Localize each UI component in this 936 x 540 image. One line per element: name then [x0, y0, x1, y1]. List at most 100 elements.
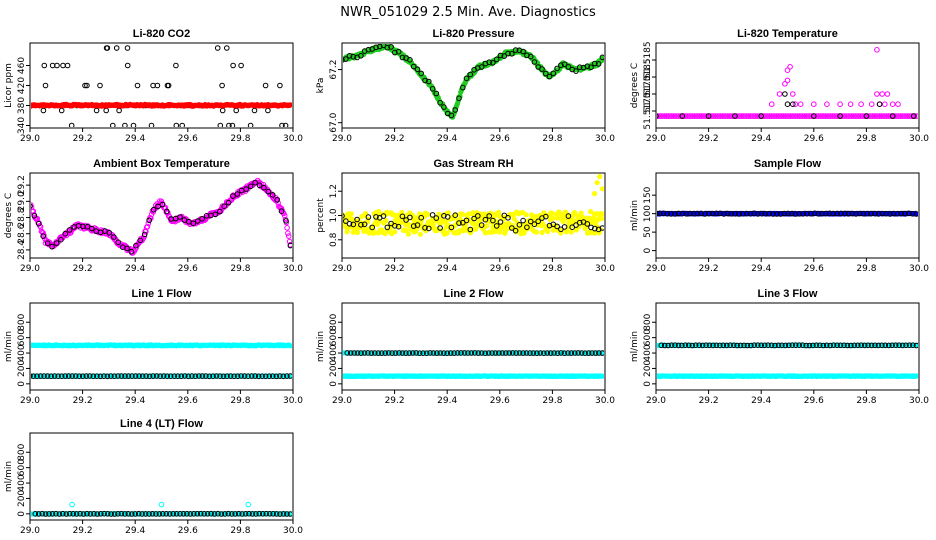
- data-point: [346, 53, 353, 59]
- data-point: [407, 57, 413, 63]
- data-point: [82, 82, 88, 89]
- x-tick-label: 29.2: [699, 134, 719, 144]
- data-point: [173, 122, 180, 127]
- data-point: [903, 113, 909, 119]
- data-point: [283, 218, 289, 224]
- data-point: [146, 217, 152, 224]
- data-point: [199, 216, 205, 222]
- x-tick-label: 29.0: [332, 396, 352, 406]
- x-tick-label: 29.4: [437, 134, 457, 144]
- data-point: [858, 342, 865, 349]
- data-point: [405, 231, 412, 237]
- data-point: [389, 350, 395, 356]
- data-point: [343, 213, 345, 219]
- data-point: [883, 113, 890, 119]
- data-point: [395, 48, 402, 55]
- data-point: [84, 82, 90, 89]
- data-point: [585, 350, 592, 356]
- data-point: [36, 220, 42, 227]
- data-point: [779, 113, 785, 119]
- series-black: [657, 91, 917, 119]
- data-point: [858, 101, 864, 107]
- data-point: [882, 101, 888, 107]
- data-point: [280, 373, 287, 380]
- data-point: [87, 373, 93, 379]
- data-point: [516, 47, 523, 54]
- data-point: [224, 45, 230, 51]
- data-point: [837, 342, 844, 349]
- data-point: [354, 229, 361, 235]
- data-point: [781, 210, 788, 217]
- data-point: [682, 342, 689, 349]
- data-point: [90, 373, 97, 380]
- y-axis-label: kPa: [316, 78, 326, 94]
- x-tick-label: 29.4: [125, 526, 145, 536]
- data-point: [872, 342, 878, 349]
- x-tick-label: 29.0: [20, 264, 40, 274]
- data-point: [681, 113, 687, 119]
- data-point: [251, 107, 258, 114]
- data-point: [403, 227, 409, 233]
- x-tick-label: 29.2: [73, 264, 93, 274]
- data-point: [185, 373, 192, 380]
- data-point: [263, 510, 270, 517]
- data-point: [785, 210, 791, 217]
- data-point: [727, 342, 734, 349]
- data-point: [233, 107, 239, 114]
- data-point: [782, 342, 789, 349]
- x-tick-label: 29.8: [230, 264, 250, 274]
- data-point: [827, 342, 834, 349]
- data-point: [270, 373, 276, 380]
- data-point: [149, 511, 156, 517]
- data-point: [834, 210, 840, 217]
- data-point: [549, 210, 555, 216]
- y-tick-label: 600: [643, 329, 653, 346]
- data-point: [248, 373, 255, 379]
- data-point: [91, 511, 97, 517]
- y-tick-label: 420: [17, 77, 27, 94]
- data-point: [857, 113, 864, 119]
- data-point: [53, 510, 59, 517]
- data-point: [706, 210, 712, 217]
- data-point: [478, 350, 485, 356]
- data-point: [284, 511, 290, 517]
- data-point: [595, 61, 602, 67]
- data-point: [784, 67, 791, 73]
- data-point: [184, 511, 190, 517]
- data-point: [392, 49, 398, 56]
- data-point: [813, 342, 820, 349]
- data-point: [422, 77, 428, 84]
- data-point: [670, 113, 677, 119]
- data-point: [433, 215, 440, 221]
- panel-li820-pressure: Li-820 Pressure 29.0 29.2 29.4 29.6 29.8 30.0 6…: [316, 28, 615, 144]
- data-point: [108, 511, 114, 517]
- data-point: [108, 373, 114, 379]
- data-point: [829, 113, 836, 119]
- data-point: [179, 122, 185, 127]
- data-point: [547, 350, 554, 356]
- data-point: [133, 242, 139, 249]
- data-point: [434, 350, 440, 356]
- data-point: [399, 350, 406, 356]
- data-point: [568, 350, 575, 356]
- data-point: [794, 113, 801, 119]
- data-point: [201, 511, 207, 517]
- data-point: [94, 511, 101, 517]
- data-point: [845, 113, 852, 119]
- data-point: [535, 218, 542, 225]
- data-point: [910, 342, 916, 349]
- data-point: [734, 342, 740, 349]
- data-point: [84, 510, 90, 517]
- data-point: [777, 113, 783, 119]
- data-point: [823, 342, 830, 349]
- data-point: [444, 214, 451, 220]
- data-point: [142, 511, 149, 517]
- data-point: [710, 342, 716, 349]
- x-tick-label: 29.6: [804, 134, 824, 144]
- data-point: [365, 350, 371, 356]
- y-tick-label: 800: [17, 313, 27, 330]
- data-point: [124, 245, 130, 252]
- data-point: [853, 211, 859, 217]
- x-tick-label: 29.0: [332, 134, 352, 144]
- data-point: [882, 113, 888, 119]
